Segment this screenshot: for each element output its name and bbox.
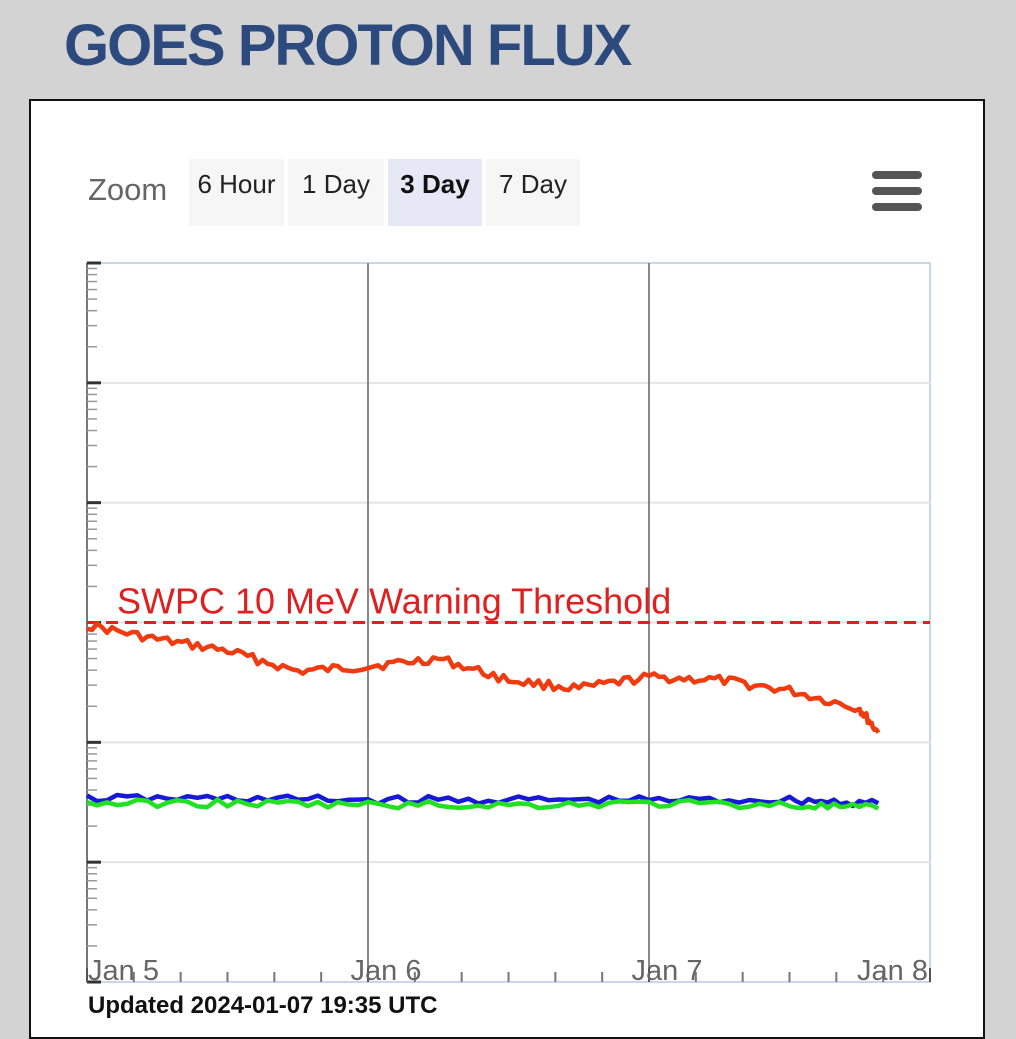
warning-threshold-label: SWPC 10 MeV Warning Threshold	[117, 581, 671, 622]
page-title: GOES PROTON FLUX	[64, 13, 632, 78]
zoom-7-day-button[interactable]: 7 Day	[486, 159, 580, 226]
red-flux-series-line	[86, 621, 881, 734]
zoom-6-hour-button[interactable]: 6 Hour	[189, 159, 284, 226]
blue-flux-series-line	[85, 792, 880, 809]
zoom-label: Zoom	[88, 172, 168, 207]
green-flux-series-line	[86, 797, 880, 811]
chart-panel	[29, 99, 985, 1039]
x-tick-label: Jan 5	[88, 955, 159, 987]
zoom-3-day-button[interactable]: 3 Day	[388, 159, 482, 226]
updated-timestamp: Updated 2024-01-07 19:35 UTC	[88, 992, 438, 1019]
x-tick-label: Jan 8	[857, 955, 928, 987]
hamburger-menu-icon[interactable]	[872, 171, 922, 211]
x-tick-label: Jan 7	[632, 955, 703, 987]
zoom-1-day-button[interactable]: 1 Day	[288, 159, 384, 226]
x-tick-label: Jan 6	[351, 955, 422, 987]
